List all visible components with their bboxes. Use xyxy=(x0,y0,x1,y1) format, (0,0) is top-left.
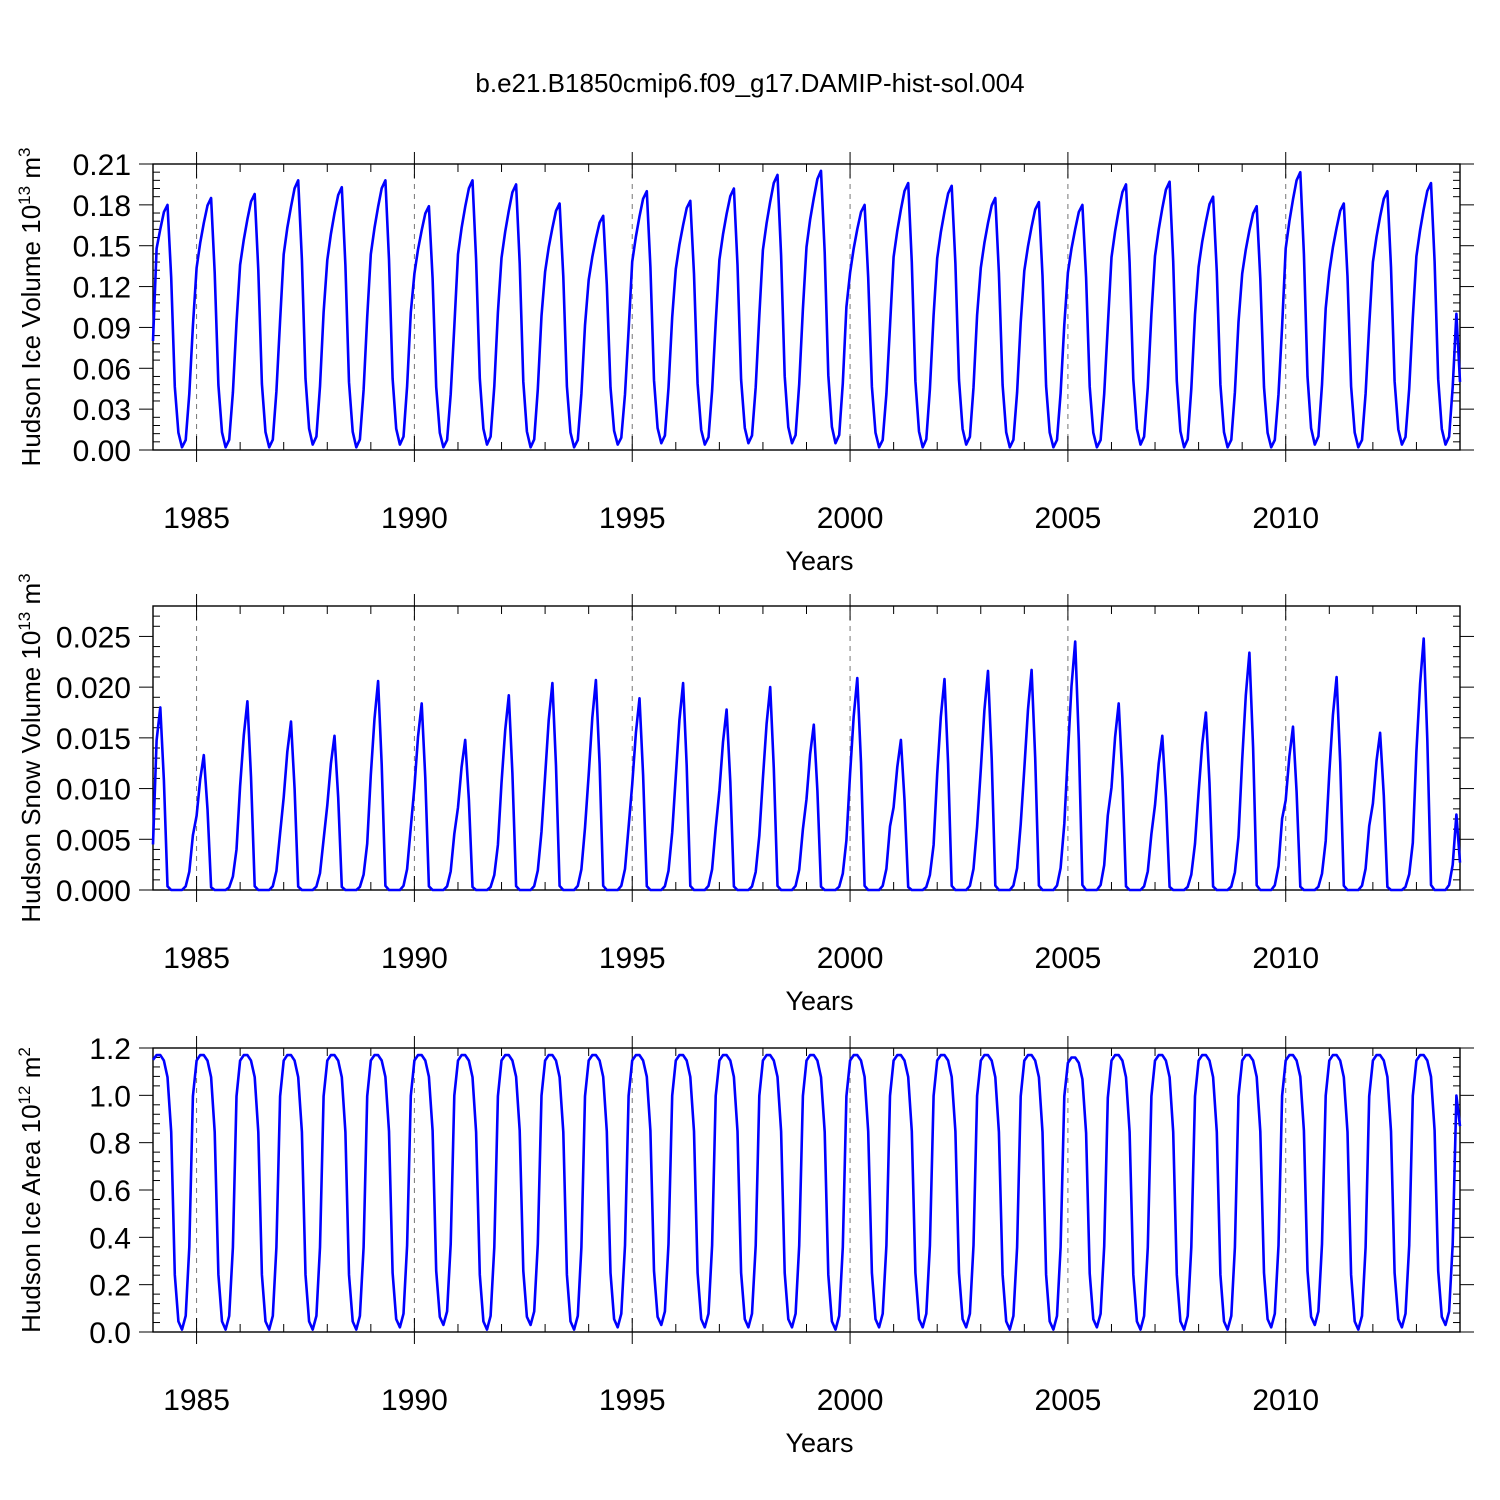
y-tick-label: 0.4 xyxy=(89,1222,131,1255)
y-axis-label-exponent: 12 xyxy=(15,1086,34,1105)
y-tick-label: 0.21 xyxy=(73,149,131,182)
x-axis-label: Years xyxy=(785,546,853,576)
y-axis-label-text: Hudson Snow Volume 10 xyxy=(16,631,46,923)
x-tick-label: 1990 xyxy=(381,1384,448,1417)
y-tick-label: 0.025 xyxy=(56,621,131,654)
y-axis-label-text: Hudson Ice Area 10 xyxy=(16,1104,46,1332)
y-tick-label: 0.00 xyxy=(73,435,131,468)
y-axis-label: Hudson Ice Area 1012 m2 xyxy=(15,1047,46,1333)
y-tick-label: 0.020 xyxy=(56,672,131,705)
y-tick-label: 0.15 xyxy=(73,231,131,264)
y-tick-label: 0.2 xyxy=(89,1270,131,1303)
x-tick-label: 1990 xyxy=(381,942,448,975)
x-tick-label: 1995 xyxy=(599,942,666,975)
y-tick-label: 0.6 xyxy=(89,1175,131,1208)
y-axis-label: Hudson Snow Volume 1013 m3 xyxy=(15,573,46,922)
x-tick-label: 1985 xyxy=(163,942,230,975)
x-tick-label: 2010 xyxy=(1252,502,1319,535)
y-tick-label: 0.0 xyxy=(89,1317,131,1350)
panel-ice-area: 1985 1990 1995 2000 2005 2010 0.0 0.2 0.4 0.6 0.8 1… xyxy=(15,1033,1474,1458)
y-tick-label: 0.8 xyxy=(89,1128,131,1161)
plot-frame xyxy=(152,163,1461,451)
x-tick-label: 2010 xyxy=(1252,942,1319,975)
y-tick-label: 0.010 xyxy=(56,774,131,807)
y-tick-label: 0.09 xyxy=(73,312,131,345)
panel-snow-volume: 1985 1990 1995 2000 2005 2010 0.000 0.005 0.010 0… xyxy=(15,573,1474,1016)
y-tick-label: 0.005 xyxy=(56,824,131,857)
y-tick-label: 1.0 xyxy=(89,1080,131,1113)
x-axis-label: Years xyxy=(785,1428,853,1458)
y-axis-label-unit-exponent: 3 xyxy=(15,573,34,582)
y-axis-label-unit: m xyxy=(16,157,46,186)
x-tick-label: 2005 xyxy=(1035,1384,1102,1417)
y-axis-label-text: Hudson Ice Volume 10 xyxy=(16,205,46,467)
x-axis-label: Years xyxy=(785,986,853,1016)
y-tick-label: 0.18 xyxy=(73,190,131,223)
y-axis-label-unit-exponent: 3 xyxy=(15,148,34,157)
y-tick-label: 0.015 xyxy=(56,723,131,756)
y-tick-label: 0.03 xyxy=(73,394,131,427)
x-tick-label: 1990 xyxy=(381,502,448,535)
y-tick-label: 1.2 xyxy=(89,1033,131,1066)
series-line-snow-volume xyxy=(151,637,1462,892)
x-tick-label: 1995 xyxy=(599,1384,666,1417)
x-tick-label: 1995 xyxy=(599,502,666,535)
x-tick-label: 2000 xyxy=(817,1384,884,1417)
panel-ice-volume: 1985 1990 1995 2000 2005 2010 0.00 0.03 0.06 0.09… xyxy=(15,148,1474,576)
x-tick-label: 2005 xyxy=(1035,502,1102,535)
x-tick-label: 2005 xyxy=(1035,942,1102,975)
y-axis-label-unit: m xyxy=(16,583,46,612)
x-tick-label: 1985 xyxy=(163,502,230,535)
chart-title: b.e21.B1850cmip6.f09_g17.DAMIP-hist-sol.… xyxy=(475,68,1024,98)
x-tick-label: 1985 xyxy=(163,1384,230,1417)
x-tick-label: 2000 xyxy=(817,502,884,535)
plot-frame xyxy=(152,605,1461,891)
y-axis-label: Hudson Ice Volume 1013 m3 xyxy=(15,148,46,467)
series-line-ice-volume xyxy=(151,169,1462,449)
series-line-ice-area xyxy=(151,1053,1462,1331)
y-tick-label: 0.06 xyxy=(73,353,131,386)
x-tick-label: 2000 xyxy=(817,942,884,975)
y-tick-label: 0.12 xyxy=(73,272,131,305)
y-axis-label-unit: m xyxy=(16,1057,46,1086)
panels: 1985 1990 1995 2000 2005 20100.000.030.060.09… xyxy=(15,148,1474,1458)
y-axis-label-exponent: 13 xyxy=(15,612,34,631)
y-axis-label-exponent: 13 xyxy=(15,186,34,205)
y-axis-label-unit-exponent: 2 xyxy=(15,1047,34,1056)
y-tick-label: 0.000 xyxy=(56,875,131,908)
x-tick-label: 2010 xyxy=(1252,1384,1319,1417)
